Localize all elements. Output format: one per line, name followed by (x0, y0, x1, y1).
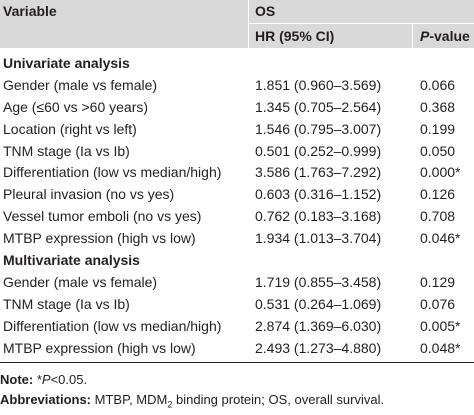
header-os: OS (255, 3, 276, 19)
table-row: TNM stage (Ia vs Ib) 0.531 (0.264–1.069) 0… (0, 294, 474, 316)
table-row: Age (≤60 vs >60 years) 1.345 (0.705–2.564… (0, 97, 474, 119)
header-variable: Variable (3, 3, 57, 19)
table-row: Location (right vs left) 1.546 (0.795–3.0… (0, 119, 474, 141)
row-label: Differentiation (low vs median/high) (3, 164, 222, 181)
table-notes: Note: *P<0.05. Abbreviations: MTBP, MDM2… (0, 370, 474, 415)
header-hr: HR (95% CI) (255, 28, 335, 44)
hr-cell: 1.934 (1.013–3.704) (255, 230, 382, 247)
table-row: Differentiation (low vs median/high) 3.58… (0, 162, 474, 184)
row-label: Vessel tumor emboli (no vs yes) (3, 208, 202, 225)
p-value-cell: 0.046* (420, 230, 461, 247)
row-label: Differentiation (low vs median/high) (3, 317, 222, 334)
table-row: MTBP expression (high vs low) 2.493 (1.27… (0, 338, 474, 360)
row-label: Multivariate analysis (3, 252, 140, 269)
p-value-cell: 0.066 (420, 76, 456, 93)
row-label: MTBP expression (high vs low) (3, 339, 196, 356)
p-value-cell: 0.126 (420, 186, 456, 203)
row-label: TNM stage (Ia vs Ib) (3, 295, 130, 312)
hr-cell: 0.501 (0.252–0.999) (255, 142, 382, 159)
row-label: Gender (male vs female) (3, 76, 158, 93)
p-value-cell: 0.005* (420, 317, 461, 334)
hr-cell: 0.603 (0.316–1.152) (255, 186, 382, 203)
header-divider (248, 0, 249, 48)
hr-cell: 1.719 (0.855–3.458) (255, 273, 382, 290)
table-row: Vessel tumor emboli (no vs yes) 0.762 (0.… (0, 206, 474, 228)
section-header-row: Univariate analysis (0, 53, 474, 75)
p-value-cell: 0.708 (420, 208, 456, 225)
p-value-cell: 0.048* (420, 339, 461, 356)
note-line: Note: *P<0.05. (0, 372, 88, 387)
hr-cell: 1.546 (0.795–3.007) (255, 120, 382, 137)
row-label: Age (≤60 vs >60 years) (3, 98, 149, 115)
table-bottom-rule (0, 362, 474, 363)
table-row: Gender (male vs female) 1.719 (0.855–3.45… (0, 272, 474, 294)
row-label: Pleural invasion (no vs yes) (3, 186, 175, 203)
section-header-row: Multivariate analysis (0, 250, 474, 272)
row-label: MTBP expression (high vs low) (3, 230, 196, 247)
p-value-cell: 0.199 (420, 120, 456, 137)
table-header: Variable OS HR (95% CI) P-value (0, 0, 474, 48)
table-row: Differentiation (low vs median/high) 2.87… (0, 316, 474, 338)
hr-cell: 0.531 (0.264–1.069) (255, 295, 382, 312)
abbreviations-line: Abbreviations: MTBP, MDM2 binding protei… (0, 392, 385, 410)
p-value-cell: 0.000* (420, 164, 461, 181)
table-row: Gender (male vs female) 1.851 (0.960–3.56… (0, 75, 474, 97)
p-value-cell: 0.129 (420, 273, 456, 290)
header-divider (249, 23, 474, 24)
p-value-cell: 0.050 (420, 142, 456, 159)
hr-cell: 1.345 (0.705–2.564) (255, 98, 382, 115)
table-row: MTBP expression (high vs low) 1.934 (1.01… (0, 228, 474, 250)
hr-cell: 1.851 (0.960–3.569) (255, 76, 382, 93)
row-label: Gender (male vs female) (3, 273, 158, 290)
hr-cell: 2.874 (1.369–6.030) (255, 317, 382, 334)
table-row: TNM stage (Ia vs Ib) 0.501 (0.252–0.999) 0… (0, 141, 474, 163)
hr-cell: 0.762 (0.183–3.168) (255, 208, 382, 225)
header-divider (412, 24, 413, 48)
row-label: Univariate analysis (3, 55, 130, 71)
p-value-cell: 0.076 (420, 295, 456, 312)
p-value-cell: 0.368 (420, 98, 456, 115)
hr-cell: 3.586 (1.763–7.292) (255, 164, 382, 181)
hr-cell: 2.493 (1.273–4.880) (255, 339, 382, 356)
table-row: Pleural invasion (no vs yes) 0.603 (0.316… (0, 184, 474, 206)
table-body: Univariate analysis Gender (male vs femal… (0, 53, 474, 359)
row-label: TNM stage (Ia vs Ib) (3, 142, 130, 159)
row-label: Location (right vs left) (3, 120, 137, 137)
header-p-value: P-value (420, 28, 470, 44)
